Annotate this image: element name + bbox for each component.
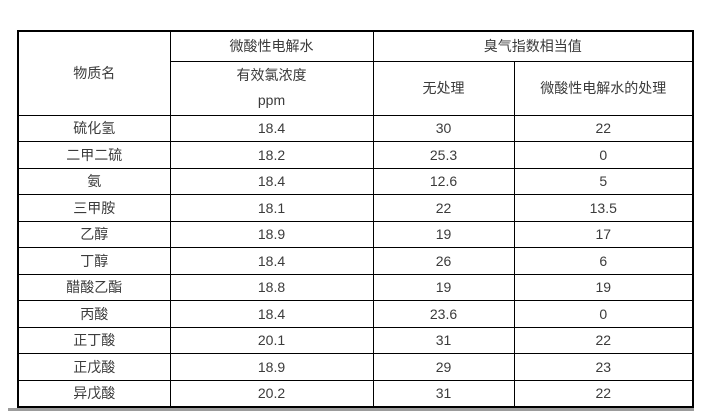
table-row: 丁醇 18.4 26 6 [17, 247, 694, 275]
header-chlorine-unit: ppm [257, 92, 286, 108]
chlorine-ppm-cell: 18.8 [169, 273, 374, 301]
chlorine-ppm-cell: 18.4 [169, 247, 374, 275]
treated-cell: 22 [513, 379, 694, 407]
chlorine-ppm-cell: 18.9 [169, 220, 374, 248]
substance-cell: 丙酸 [17, 300, 171, 328]
table-bottom-shadow [8, 408, 694, 411]
table-row: 正戊酸 18.9 29 23 [17, 353, 694, 381]
substance-cell: 氨 [17, 167, 171, 195]
substance-cell: 醋酸乙酯 [17, 273, 171, 301]
no-treatment-cell: 25.3 [372, 141, 515, 169]
no-treatment-cell: 30 [372, 114, 515, 142]
no-treatment-cell: 19 [372, 220, 515, 248]
table-row: 丙酸 18.4 23.6 0 [17, 300, 694, 328]
no-treatment-cell: 29 [372, 353, 515, 381]
substance-cell: 丁醇 [17, 247, 171, 275]
no-treatment-cell: 26 [372, 247, 515, 275]
substance-cell: 二甲二硫 [17, 141, 171, 169]
no-treatment-cell: 23.6 [372, 300, 515, 328]
table-row: 氨 18.4 12.6 5 [17, 167, 694, 195]
table-row: 乙醇 18.9 19 17 [17, 220, 694, 248]
table-row: 正丁酸 20.1 31 22 [17, 326, 694, 354]
chlorine-ppm-cell: 20.1 [169, 326, 374, 354]
header-row-sub: 有效氯浓度 ppm 无处理 微酸性电解水的处理 [18, 60, 694, 116]
substance-cell: 正丁酸 [17, 326, 171, 354]
treated-cell: 22 [513, 326, 694, 354]
treated-cell: 5 [513, 167, 694, 195]
treated-cell: 22 [513, 114, 694, 142]
table-row: 硫化氢 18.4 30 22 [17, 114, 694, 142]
odor-index-table: 物质名 微酸性电解水 臭气指数相当值 有效氯浓度 ppm 无处理 微酸性电解水的… [17, 30, 694, 408]
table-row: 醋酸乙酯 18.8 19 19 [17, 273, 694, 301]
chlorine-ppm-cell: 20.2 [169, 379, 374, 407]
table-header: 物质名 微酸性电解水 臭气指数相当值 有效氯浓度 ppm 无处理 微酸性电解水的… [17, 30, 694, 116]
treated-cell: 6 [513, 247, 694, 275]
chlorine-ppm-cell: 18.2 [169, 141, 374, 169]
treated-cell: 13.5 [513, 194, 694, 222]
substance-cell: 异戊酸 [17, 379, 171, 407]
header-no-treatment: 无处理 [372, 60, 515, 116]
chlorine-ppm-cell: 18.1 [169, 194, 374, 222]
header-electrolyzed-water-group: 微酸性电解水 [169, 30, 374, 62]
header-chlorine-concentration: 有效氯浓度 ppm [169, 60, 374, 116]
header-odor-index-group: 臭气指数相当值 [372, 30, 694, 62]
treated-cell: 23 [513, 353, 694, 381]
no-treatment-cell: 19 [372, 273, 515, 301]
substance-cell: 乙醇 [17, 220, 171, 248]
header-substance: 物质名 [17, 30, 171, 116]
chlorine-ppm-cell: 18.4 [169, 167, 374, 195]
treated-cell: 0 [513, 300, 694, 328]
table-body: 硫化氢 18.4 30 22 二甲二硫 18.2 25.3 0 氨 18.4 1… [17, 114, 694, 407]
substance-cell: 硫化氢 [17, 114, 171, 142]
no-treatment-cell: 31 [372, 326, 515, 354]
table-row: 异戊酸 20.2 31 22 [17, 379, 694, 407]
treated-cell: 19 [513, 273, 694, 301]
no-treatment-cell: 31 [372, 379, 515, 407]
chlorine-ppm-cell: 18.4 [169, 114, 374, 142]
substance-cell: 正戊酸 [17, 353, 171, 381]
no-treatment-cell: 22 [372, 194, 515, 222]
treated-cell: 0 [513, 141, 694, 169]
chlorine-ppm-cell: 18.4 [169, 300, 374, 328]
table-row: 三甲胺 18.1 22 13.5 [17, 194, 694, 222]
no-treatment-cell: 12.6 [372, 167, 515, 195]
header-row-groups: 物质名 微酸性电解水 臭气指数相当值 [17, 30, 694, 116]
table-row: 二甲二硫 18.2 25.3 0 [17, 141, 694, 169]
header-chlorine-concentration-label: 有效氯浓度 [236, 67, 307, 83]
treated-cell: 17 [513, 220, 694, 248]
chlorine-ppm-cell: 18.9 [169, 353, 374, 381]
header-treated: 微酸性电解水的处理 [513, 60, 694, 116]
substance-cell: 三甲胺 [17, 194, 171, 222]
